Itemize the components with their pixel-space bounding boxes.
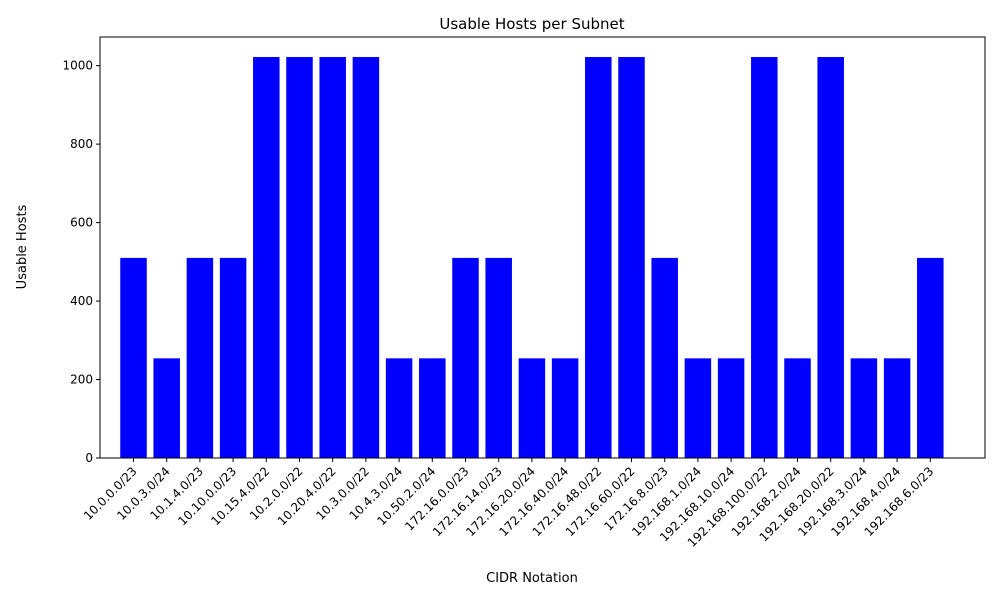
bar-192.168.4.0/24 (883, 358, 911, 458)
x-axis: 10.0.0.0/2310.0.3.0/2410.1.4.0/2310.10.0… (81, 458, 936, 550)
bar-10.0.3.0/24 (153, 358, 180, 458)
y-tick-label: 200 (70, 373, 93, 387)
chart-title: Usable Hosts per Subnet (439, 15, 624, 33)
y-tick-label: 400 (70, 294, 93, 308)
bar-172.16.8.0/23 (651, 257, 678, 458)
bar-172.16.48.0/22 (585, 57, 612, 458)
y-tick-label: 0 (85, 451, 93, 465)
y-tick-label: 1000 (62, 59, 93, 73)
bar-172.16.14.0/23 (485, 257, 512, 458)
bar-172.16.20.0/24 (518, 358, 546, 458)
plot-frame (99, 36, 986, 459)
bar-192.168.3.0/24 (850, 358, 878, 458)
bar-10.3.0.0/22 (352, 57, 380, 458)
bar-10.0.0.0/23 (120, 257, 147, 458)
bar-192.168.2.0/24 (784, 358, 811, 458)
bar-10.20.4.0/22 (319, 57, 346, 458)
bar-172.16.0.0/23 (452, 257, 479, 458)
bar-192.168.6.0/23 (917, 257, 944, 458)
bar-192.168.100.0/22 (751, 57, 778, 458)
y-axis-title: Usable Hosts (15, 204, 30, 289)
bar-10.10.0.0/23 (219, 257, 247, 458)
bar-192.168.20.0/22 (817, 57, 844, 458)
bar-10.1.4.0/23 (186, 257, 214, 458)
bar-10.4.3.0/24 (385, 358, 413, 458)
bar-10.15.4.0/22 (253, 57, 280, 458)
y-tick-label: 800 (70, 137, 93, 151)
bar-192.168.10.0/24 (717, 358, 745, 458)
bar-10.2.0.0/22 (286, 57, 313, 458)
bar-10.50.2.0/24 (419, 358, 446, 458)
y-axis: 0 200 400 600 800 1000 (62, 59, 100, 465)
bar-172.16.60.0/22 (618, 57, 645, 458)
x-axis-title: CIDR Notation (486, 571, 578, 586)
bar-192.168.1.0/24 (684, 358, 712, 458)
bars-group (120, 57, 944, 458)
y-tick-label: 600 (70, 216, 93, 230)
bar-172.16.40.0/24 (551, 358, 579, 458)
